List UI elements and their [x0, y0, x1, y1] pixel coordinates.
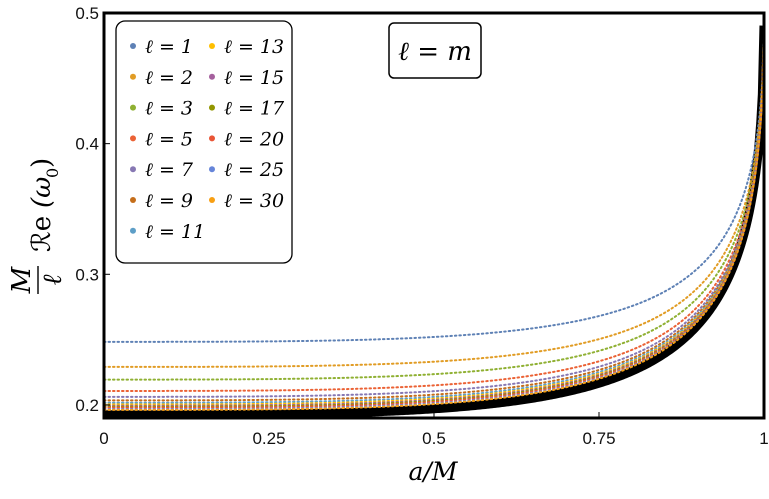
series-curve-5 [104, 24, 764, 402]
ylabel-subscript: 0 [43, 168, 62, 178]
curves-layer [104, 22, 764, 418]
ylabel-argument: (ω [27, 177, 57, 208]
legend-marker-5 [130, 197, 136, 203]
axis-ticks: 0 0.25 0.5 0.75 1 0.2 0.3 0.4 0.5 [75, 4, 768, 448]
legend-marker-12 [209, 197, 215, 203]
annotation-frame [388, 22, 482, 79]
y-tick-label-0: 0.2 [75, 396, 99, 415]
legend-marker-7 [209, 43, 215, 49]
series-curve-7 [104, 24, 764, 406]
legend-label-1: ℓ = 2 [145, 67, 193, 89]
series-curve-2 [104, 23, 764, 381]
legend-marker-6 [130, 227, 136, 234]
legend-marker-10 [209, 135, 215, 142]
legend-marker-11 [209, 166, 215, 173]
ylabel-function: ℛe [27, 216, 57, 252]
legend-label-6: ℓ = 11 [145, 221, 205, 243]
x-tick-label-3: 0.75 [582, 429, 615, 448]
series-curve-4 [104, 24, 764, 398]
y-tick-label-3: 0.5 [75, 4, 99, 23]
series-curve-0 [104, 22, 764, 343]
series-curve-6 [104, 24, 764, 404]
x-axis-label: a/M [409, 457, 459, 486]
x-tick-label-1: 0.25 [252, 429, 285, 448]
legend-marker-2 [130, 104, 136, 111]
x-tick-label-2: 0.5 [422, 429, 446, 448]
legend-label-0: ℓ = 1 [145, 36, 193, 58]
legend-frame [115, 20, 293, 264]
legend-marker-8 [209, 73, 215, 80]
legend-label-7: ℓ = 13 [224, 36, 284, 58]
annotation-text: ℓ = m [398, 37, 472, 67]
annotation-box: ℓ = m [388, 22, 482, 79]
series-curve-12 [104, 24, 764, 411]
y-tick-label-2: 0.4 [75, 135, 99, 154]
legend-marker-3 [130, 135, 136, 142]
legend-label-11: ℓ = 25 [224, 159, 284, 181]
legend-marker-1 [130, 73, 136, 80]
legend-label-3: ℓ = 5 [145, 128, 193, 150]
y-tick-label-1: 0.3 [75, 265, 99, 284]
legend-label-8: ℓ = 15 [224, 67, 284, 89]
ylabel-numerator: M [7, 265, 37, 294]
series-curve-10 [104, 24, 764, 409]
legend-label-12: ℓ = 30 [224, 190, 284, 212]
limit-curve [104, 25, 764, 418]
x-tick-label-0: 0 [99, 429, 108, 448]
legend-marker-0 [130, 43, 136, 49]
legend-label-5: ℓ = 9 [145, 190, 193, 212]
legend-marker-9 [209, 104, 215, 111]
y-axis-label: M ℓ ℛe (ω 0 ) [7, 158, 68, 294]
legend-label-2: ℓ = 3 [145, 98, 193, 120]
ylabel-denominator: ℓ [38, 274, 68, 285]
legend-label-10: ℓ = 20 [224, 128, 284, 150]
legend: ℓ = 1 ℓ = 2 ℓ = 3 ℓ = 5 ℓ = 7 ℓ = 9 ℓ = 11 ℓ = … [115, 20, 293, 264]
legend-label-9: ℓ = 17 [224, 98, 285, 120]
legend-marker-4 [130, 166, 136, 173]
series-curve-1 [104, 23, 764, 368]
x-tick-label-4: 1 [759, 429, 768, 448]
ylabel-close-paren: ) [27, 158, 57, 168]
series-curve-3 [104, 23, 764, 392]
legend-label-4: ℓ = 7 [145, 159, 194, 181]
